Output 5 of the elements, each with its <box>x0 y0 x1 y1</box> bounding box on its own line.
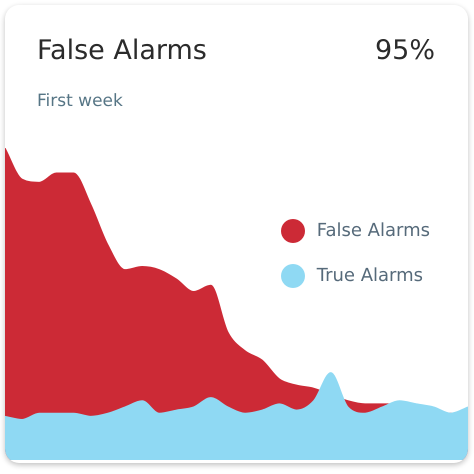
chart-subtitle: First week <box>37 91 123 111</box>
chart-title: False Alarms <box>37 35 207 66</box>
text: 95% <box>374 35 435 66</box>
legend-label: True Alarms <box>316 265 424 286</box>
legend-label: False Alarms <box>316 220 430 241</box>
